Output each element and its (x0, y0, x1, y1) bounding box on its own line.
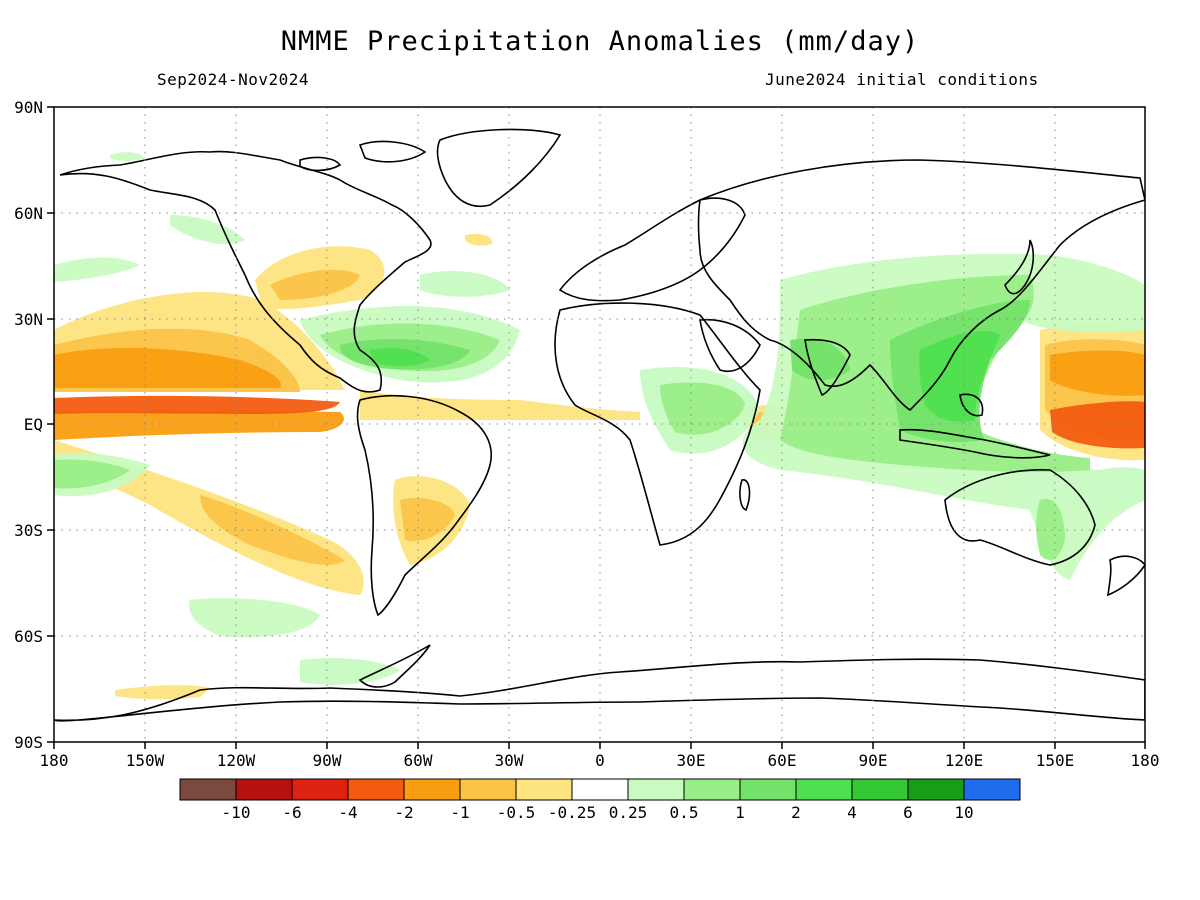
lat-label-30s: 30S (14, 521, 43, 540)
lon-label-150e: 150E (1036, 751, 1075, 770)
lat-label-30n: 30N (14, 310, 43, 329)
colorbar-label: 1 (735, 803, 745, 822)
colorbar-swatch (459, 778, 517, 801)
lon-label-30e: 30E (677, 751, 706, 770)
colorbar-label: 0.5 (670, 803, 699, 822)
axis-ticks (47, 106, 1146, 749)
coastline-outlines (54, 128, 1145, 722)
colorbar-label: 10 (954, 803, 973, 822)
lon-label-90w: 90W (313, 751, 342, 770)
colorbar-swatch (571, 778, 629, 801)
lon-label-60w: 60W (404, 751, 433, 770)
colorbar-swatch (851, 778, 909, 801)
colorbar-label: 4 (847, 803, 857, 822)
colorbar-swatch (403, 778, 461, 801)
lon-label-60e: 60E (768, 751, 797, 770)
colorbar-label: -10 (222, 803, 251, 822)
colorbar-swatch (179, 778, 237, 801)
colorbar-swatch (739, 778, 797, 801)
lat-label-eq: EQ (24, 415, 43, 434)
colorbar-swatch (235, 778, 293, 801)
colorbar: -10 -6 -4 -2 -1 -0.5 -0.25 0.25 0.5 1 2 4 6 10 (179, 778, 1021, 822)
colorbar-swatch (627, 778, 685, 801)
lat-label-90s: 90S (14, 733, 43, 752)
lat-label-60s: 60S (14, 627, 43, 646)
colorbar-label: 2 (791, 803, 801, 822)
lon-label-150w: 150W (126, 751, 165, 770)
colorbar-label: -4 (338, 803, 357, 822)
lon-label-180e: 180 (1131, 751, 1160, 770)
lon-label-0: 0 (595, 751, 605, 770)
colorbar-swatch (291, 778, 349, 801)
graticule-lines (54, 107, 1145, 742)
lon-label-90e: 90E (859, 751, 888, 770)
colorbar-label: 0.25 (609, 803, 648, 822)
lon-label-180w: 180 (40, 751, 69, 770)
forecast-period: Sep2024-Nov2024 (157, 70, 309, 89)
colorbar-label: -2 (394, 803, 413, 822)
colorbar-label: -6 (282, 803, 301, 822)
initial-conditions: June2024 initial conditions (765, 70, 1039, 89)
lat-label-60n: 60N (14, 204, 43, 223)
colorbar-swatch (347, 778, 405, 801)
colorbar-label: -0.5 (497, 803, 536, 822)
colorbar-swatch (795, 778, 853, 801)
colorbar-swatch (963, 778, 1021, 801)
lat-label-90n: 90N (14, 98, 43, 117)
lon-label-120e: 120E (945, 751, 984, 770)
map-title: NMME Precipitation Anomalies (mm/day) (280, 26, 920, 57)
lon-label-30w: 30W (495, 751, 524, 770)
lon-label-120w: 120W (217, 751, 256, 770)
colorbar-swatch (907, 778, 965, 801)
colorbar-swatch (515, 778, 573, 801)
colorbar-label: 6 (903, 803, 913, 822)
colorbar-label: -1 (450, 803, 469, 822)
colorbar-label: -0.25 (548, 803, 596, 822)
colorbar-swatch (683, 778, 741, 801)
